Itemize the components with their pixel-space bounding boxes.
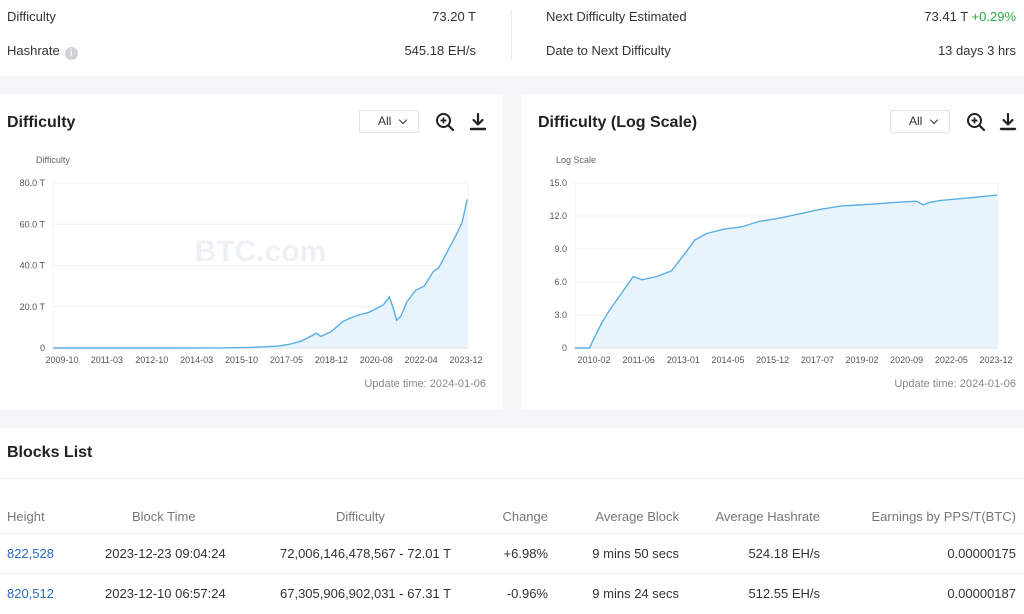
- chevron-down-icon: [398, 115, 408, 125]
- block-earnings: 0.00000175: [947, 546, 1016, 561]
- area-fill: [575, 195, 998, 348]
- difficulty-chart-card: Difficulty All BTC.com Difficulty 0 20.0 T 4…: [0, 94, 503, 410]
- block-height-link[interactable]: 820,512: [7, 586, 54, 601]
- y-tick-label: 3.0: [554, 310, 567, 320]
- block-change: -0.96%: [506, 586, 548, 601]
- x-tick-label: 2015-12: [756, 355, 789, 365]
- x-tick-label: 2010-02: [577, 355, 610, 365]
- column-header-height: Height: [7, 509, 45, 524]
- series-line: [53, 199, 468, 349]
- x-tick-label: 2019-02: [845, 355, 878, 365]
- x-tick-label: 2014-03: [180, 355, 213, 365]
- next-difficulty-change: +0.29%: [971, 9, 1016, 24]
- y-tick-label: 0: [40, 343, 45, 353]
- range-select[interactable]: All: [359, 110, 419, 133]
- y-tick-label: 6.0: [554, 277, 567, 287]
- block-difficulty: 67,305,906,902,031 - 67.31 T: [280, 586, 452, 601]
- block-change: +6.98%: [503, 546, 548, 561]
- summary-divider: [511, 10, 512, 60]
- hashrate-label: Hashrate: [7, 43, 60, 58]
- date-next-difficulty-value: 13 days 3 hrs: [937, 43, 1016, 58]
- chart-title: Difficulty: [7, 114, 76, 131]
- x-tick-label: 2020-09: [890, 355, 923, 365]
- x-tick-label: 2020-08: [360, 355, 393, 365]
- x-tick-label: 2012-10: [135, 355, 168, 365]
- y-tick-label: 80.0 T: [20, 178, 46, 188]
- y-tick-label: 20.0 T: [20, 302, 46, 312]
- column-header-block-time: Block Time: [132, 509, 196, 524]
- y-axis-label: Log Scale: [556, 155, 596, 165]
- x-tick-label: 2022-05: [935, 355, 968, 365]
- blocks-list-title: Blocks List: [7, 444, 93, 461]
- block-average-hashrate: 524.18 EH/s: [748, 546, 820, 561]
- update-time: Update time: 2024-01-06: [364, 378, 486, 390]
- y-tick-label: 15.0: [549, 178, 567, 188]
- x-tick-label: 2015-10: [225, 355, 258, 365]
- update-time: Update time: 2024-01-06: [894, 378, 1016, 390]
- hashrate-label-wrap: Hashrate i: [7, 43, 78, 60]
- column-header-average-block: Average Block: [595, 509, 679, 524]
- x-tick-label: 2023-12: [979, 355, 1012, 365]
- x-tick-label: 2018-12: [315, 355, 348, 365]
- column-header-average-hashrate: Average Hashrate: [715, 509, 820, 524]
- column-header-earnings: Earnings by PPS/T(BTC): [871, 509, 1017, 524]
- range-select-value: All: [378, 114, 392, 128]
- difficulty-chart: BTC.com Difficulty 0 20.0 T 40.0 T 60.0 T 80.0…: [20, 155, 483, 365]
- log-difficulty-chart: BTC.comLog Scale03.06.09.012.015.02010-0…: [549, 155, 1012, 365]
- block-average-time: 9 mins 50 secs: [592, 546, 679, 561]
- block-average-hashrate: 512.55 EH/s: [748, 586, 820, 601]
- y-tick-label: 40.0 T: [20, 261, 46, 271]
- series-line: [575, 194, 998, 349]
- block-time: 2023-12-23 09:04:24: [105, 546, 226, 561]
- x-tick-label: 2011-03: [91, 355, 123, 365]
- row-divider: [0, 573, 1024, 574]
- summary-panel: Difficulty 73.20 T Hashrate i 545.18 EH/s…: [0, 0, 1024, 76]
- y-tick-label: 12.0: [549, 211, 567, 221]
- block-difficulty: 72,006,146,478,567 - 72.01 T: [280, 546, 452, 561]
- difficulty-value: 73.20 T: [432, 9, 476, 24]
- block-height-link[interactable]: 822,528: [7, 546, 54, 561]
- y-tick-label: 0: [562, 343, 567, 353]
- block-average-time: 9 mins 24 secs: [592, 586, 679, 601]
- x-tick-label: 2013-01: [667, 355, 700, 365]
- x-tick-label: 2017-07: [801, 355, 834, 365]
- date-next-difficulty-label: Date to Next Difficulty: [546, 43, 671, 58]
- x-tick-label: 2017-05: [270, 355, 303, 365]
- x-tick-label: 2009-10: [45, 355, 78, 365]
- hashrate-value: 545.18 EH/s: [404, 43, 476, 58]
- chart-title: Difficulty (Log Scale): [538, 114, 698, 131]
- watermark: BTC.com: [195, 235, 327, 268]
- difficulty-label: Difficulty: [7, 9, 56, 24]
- download-icon[interactable]: [468, 112, 488, 132]
- x-tick-label: 2014-05: [711, 355, 744, 365]
- column-header-difficulty: Difficulty: [336, 509, 385, 524]
- download-icon[interactable]: [998, 112, 1018, 132]
- zoom-in-icon[interactable]: [435, 112, 455, 132]
- y-tick-label: 60.0 T: [20, 219, 46, 229]
- log-difficulty-chart-card: Difficulty (Log Scale) All BTC.comLog Sc…: [521, 94, 1024, 410]
- area-fill: [53, 199, 468, 348]
- x-tick-label: 2022-04: [405, 355, 438, 365]
- range-select[interactable]: All: [890, 110, 950, 133]
- x-tick-label: 2011-06: [622, 355, 654, 365]
- divider: [0, 478, 1024, 479]
- column-header-change: Change: [502, 509, 548, 524]
- block-time: 2023-12-10 06:57:24: [105, 586, 226, 601]
- blocks-list-panel: Blocks List Height Block Time Difficulty…: [0, 428, 1024, 614]
- y-axis-label: Difficulty: [36, 155, 70, 165]
- y-tick-label: 9.0: [554, 244, 567, 254]
- next-difficulty-value-wrap: 73.41 T +0.29%: [924, 9, 1016, 24]
- block-earnings: 0.00000187: [947, 586, 1016, 601]
- chevron-down-icon: [929, 115, 939, 125]
- x-tick-label: 2023-12: [449, 355, 482, 365]
- range-select-value: All: [909, 114, 923, 128]
- next-difficulty-value: 73.41 T: [924, 9, 968, 24]
- info-icon[interactable]: i: [64, 47, 78, 60]
- zoom-in-icon[interactable]: [966, 112, 986, 132]
- next-difficulty-label: Next Difficulty Estimated: [546, 9, 687, 24]
- row-divider: [0, 533, 1024, 534]
